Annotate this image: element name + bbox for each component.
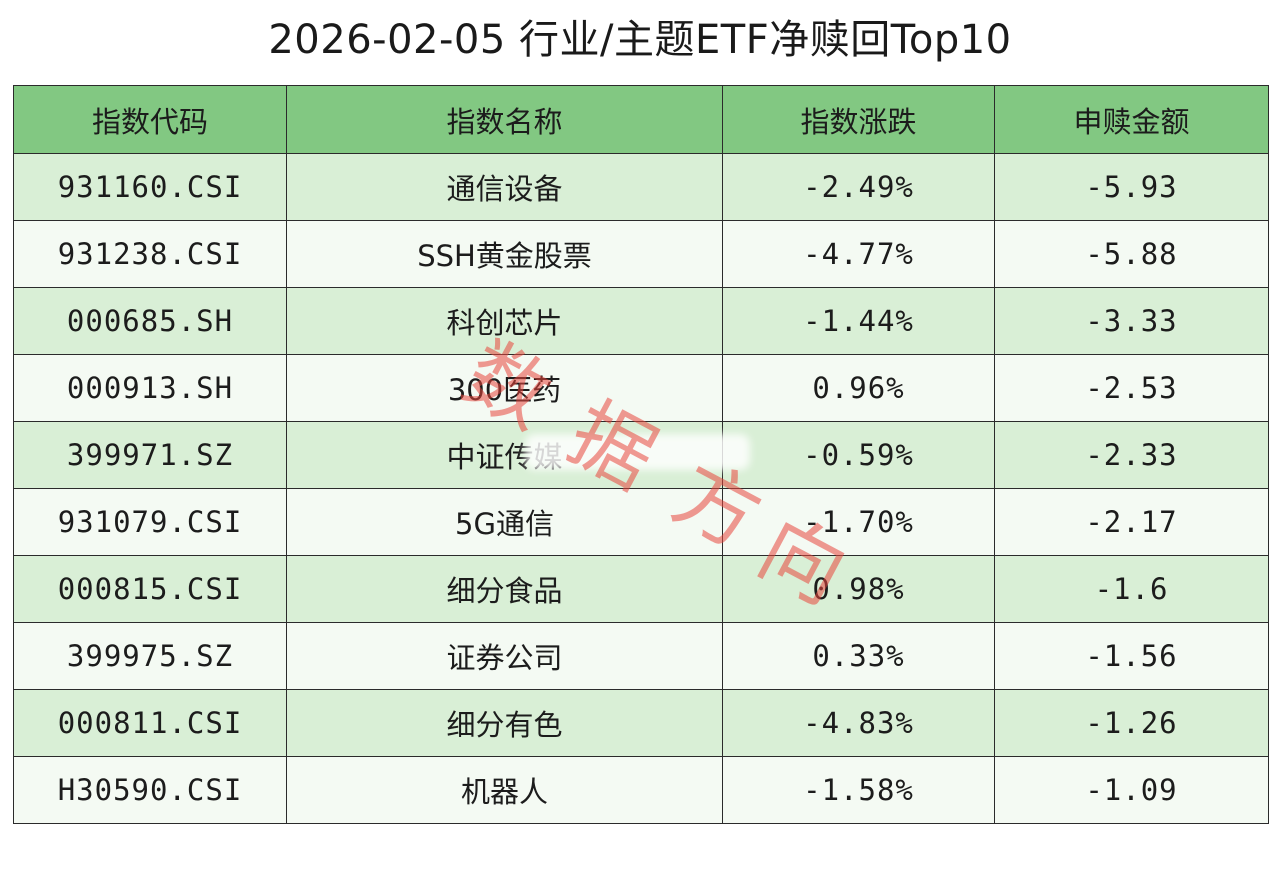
table-row: 931160.CSI 通信设备 -2.49% -5.93 — [13, 153, 1269, 221]
cell-redemption-amount: -1.09 — [994, 756, 1269, 824]
cell-index-name: 5G通信 — [286, 488, 723, 556]
cell-index-change: -1.70% — [722, 488, 995, 556]
cell-index-code: 000811.CSI — [13, 689, 287, 757]
cell-index-code: 931079.CSI — [13, 488, 287, 556]
cell-index-code: 931238.CSI — [13, 220, 287, 288]
cell-index-name: 细分有色 — [286, 689, 723, 757]
header-index-change: 指数涨跌 — [722, 85, 995, 154]
cell-index-name: 300医药 — [286, 354, 723, 422]
table-row: 399971.SZ 中证传媒 -0.59% -2.33 — [13, 421, 1269, 489]
table-row: 000685.SH 科创芯片 -1.44% -3.33 — [13, 287, 1269, 355]
table-header-row: 指数代码 指数名称 指数涨跌 申赎金额 — [13, 85, 1269, 154]
page-title: 2026-02-05 行业/主题ETF净赎回Top10 — [268, 17, 1012, 63]
cell-index-code: 000815.CSI — [13, 555, 287, 623]
cell-index-change: 0.33% — [722, 622, 995, 690]
table-row: 399975.SZ 证券公司 0.33% -1.56 — [13, 622, 1269, 690]
cell-index-change: -0.59% — [722, 421, 995, 489]
cell-index-name: 通信设备 — [286, 153, 723, 221]
cell-redemption-amount: -2.33 — [994, 421, 1269, 489]
header-index-code: 指数代码 — [13, 85, 287, 154]
cell-index-code: H30590.CSI — [13, 756, 287, 824]
table-row: H30590.CSI 机器人 -1.58% -1.09 — [13, 756, 1269, 824]
cell-index-change: -2.49% — [722, 153, 995, 221]
cell-index-name: 机器人 — [286, 756, 723, 824]
cell-index-change: 0.98% — [722, 555, 995, 623]
cell-index-change: 0.96% — [722, 354, 995, 422]
cell-redemption-amount: -5.93 — [994, 153, 1269, 221]
cell-redemption-amount: -1.26 — [994, 689, 1269, 757]
cell-redemption-amount: -5.88 — [994, 220, 1269, 288]
cell-index-code: 399975.SZ — [13, 622, 287, 690]
table-row: 000811.CSI 细分有色 -4.83% -1.26 — [13, 689, 1269, 757]
header-redemption-amount: 申赎金额 — [994, 85, 1269, 154]
blurred-overlay — [525, 434, 750, 470]
table-row: 000913.SH 300医药 0.96% -2.53 — [13, 354, 1269, 422]
cell-redemption-amount: -1.56 — [994, 622, 1269, 690]
cell-index-code: 000685.SH — [13, 287, 287, 355]
cell-index-code: 931160.CSI — [13, 153, 287, 221]
cell-index-name: 科创芯片 — [286, 287, 723, 355]
cell-index-code: 399971.SZ — [13, 421, 287, 489]
table-row: 931238.CSI SSH黄金股票 -4.77% -5.88 — [13, 220, 1269, 288]
cell-index-name: SSH黄金股票 — [286, 220, 723, 288]
etf-redemption-table: 指数代码 指数名称 指数涨跌 申赎金额 931160.CSI 通信设备 -2.4… — [13, 85, 1269, 824]
cell-index-change: -4.77% — [722, 220, 995, 288]
cell-redemption-amount: -3.33 — [994, 287, 1269, 355]
cell-index-change: -4.83% — [722, 689, 995, 757]
cell-index-change: -1.58% — [722, 756, 995, 824]
cell-index-name: 细分食品 — [286, 555, 723, 623]
cell-index-name: 证券公司 — [286, 622, 723, 690]
cell-index-code: 000913.SH — [13, 354, 287, 422]
header-index-name: 指数名称 — [286, 85, 723, 154]
table-row: 000815.CSI 细分食品 0.98% -1.6 — [13, 555, 1269, 623]
table-row: 931079.CSI 5G通信 -1.70% -2.17 — [13, 488, 1269, 556]
cell-index-change: -1.44% — [722, 287, 995, 355]
cell-redemption-amount: -2.53 — [994, 354, 1269, 422]
cell-redemption-amount: -2.17 — [994, 488, 1269, 556]
cell-redemption-amount: -1.6 — [994, 555, 1269, 623]
